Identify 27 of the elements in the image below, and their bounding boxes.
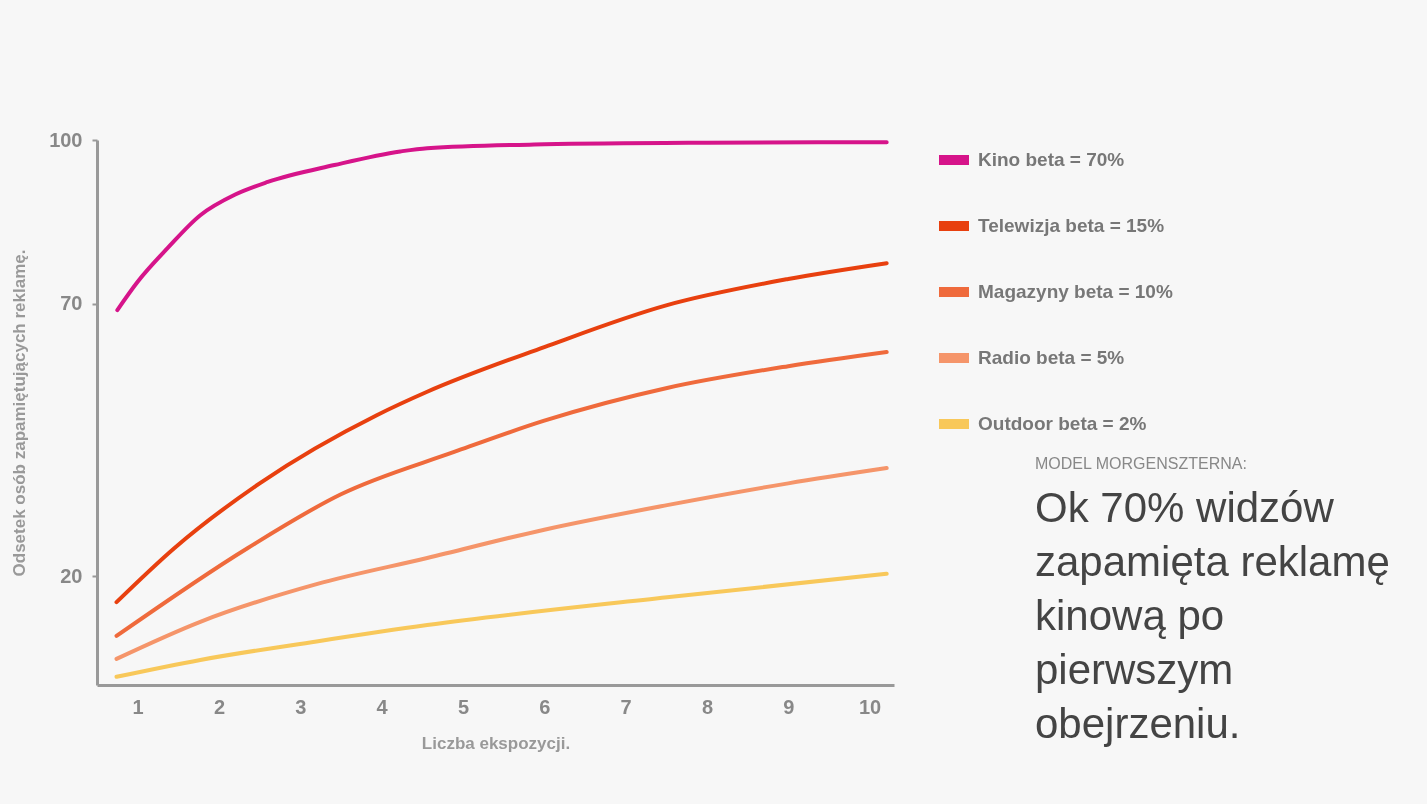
- line-series: [114, 571, 889, 679]
- y-tick-label: 100: [49, 128, 83, 151]
- line-series: [115, 140, 889, 313]
- line-series: [114, 261, 889, 605]
- x-tick-label: 1: [132, 695, 144, 718]
- x-tick-label: 4: [376, 695, 389, 718]
- y-tick-label: 20: [60, 564, 83, 587]
- x-tick-label: 5: [457, 695, 470, 718]
- x-tick-label: 6: [539, 695, 551, 718]
- x-tick-label: 2: [213, 695, 226, 718]
- x-axis-title: Liczba ekspozycji.: [421, 733, 571, 753]
- x-tick-label: 3: [295, 695, 307, 718]
- y-tick-label: 70: [60, 292, 83, 314]
- legend-label: Outdoor beta = 2%: [978, 413, 1147, 434]
- text: MODEL MORGENSZTERNA:: [1035, 455, 1248, 473]
- legend-label: Magazyny beta = 10%: [978, 281, 1173, 302]
- x-tick-label: 8: [701, 695, 714, 718]
- x-tick-label: 9: [783, 695, 795, 718]
- legend-label: Radio beta = 5%: [978, 347, 1125, 368]
- x-tick-label: 10: [858, 695, 882, 718]
- y-axis-title: Odsetek osób zapamiętujących reklamę.: [10, 249, 30, 577]
- text: Ok 70% widzów zapamięta reklamę kinową po pierwszym obejrzeniu.: [1035, 483, 1391, 749]
- line-series: [114, 350, 889, 638]
- legend-label: Kino beta = 70%: [978, 149, 1125, 170]
- legend-label: Telewizja beta = 15%: [978, 215, 1165, 236]
- x-tick-label: 7: [620, 695, 632, 718]
- line-series: [114, 466, 889, 661]
